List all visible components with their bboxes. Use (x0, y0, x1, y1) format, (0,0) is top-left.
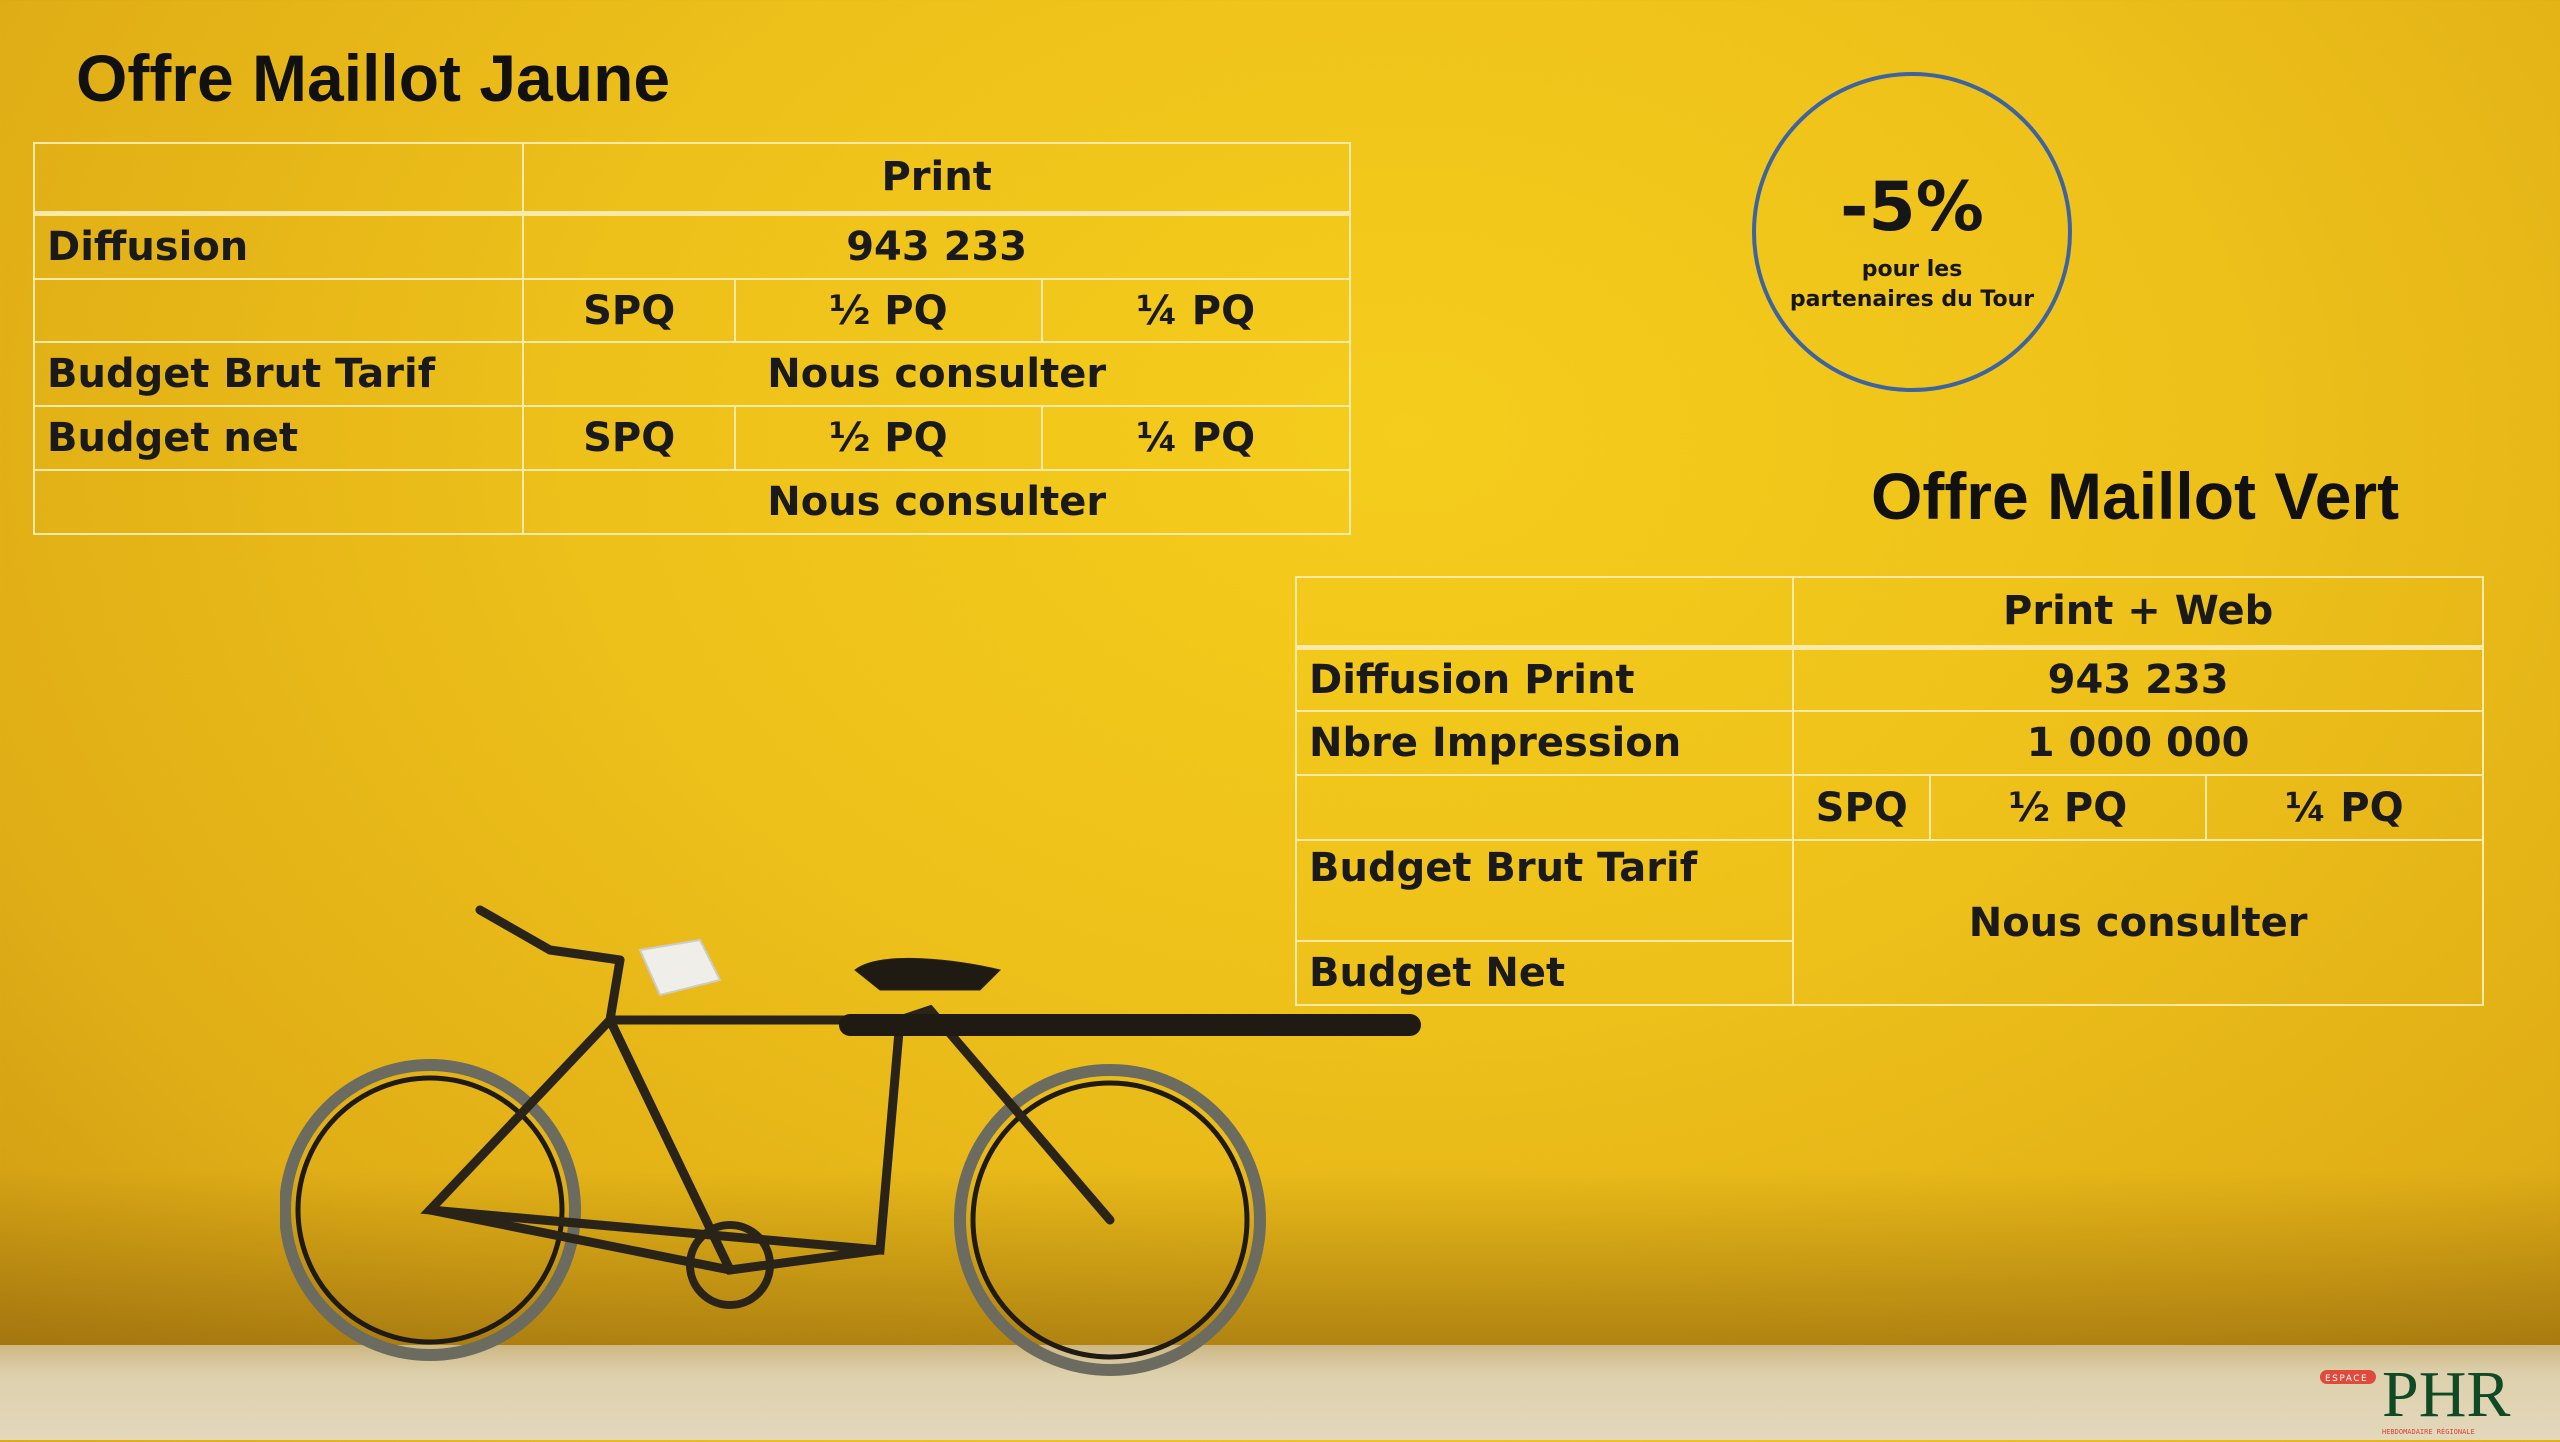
row-label: Budget Net (1294, 940, 1795, 1006)
svg-text:PHR: PHR (2382, 1358, 2510, 1431)
format-quarter: ¼ PQ (1040, 405, 1352, 471)
format-quarter: ¼ PQ (2204, 774, 2485, 841)
front-wheel (954, 1064, 1266, 1376)
wall-shadow (0, 1170, 2560, 1350)
diffusion-value: 943 233 (1792, 646, 2484, 712)
row-label: Budget Brut Tarif (32, 341, 525, 407)
svg-text:HEBDOMADAIRE RÉGIONALE: HEBDOMADAIRE RÉGIONALE (2382, 1427, 2475, 1436)
header-print-web: Print + Web (1792, 576, 2484, 648)
format-half: ½ PQ (734, 278, 1043, 343)
row-label: Budget Brut Tarif (1294, 839, 1795, 942)
row-label: Diffusion (32, 212, 525, 280)
phr-logo: ESPACE PHR HEBDOMADAIRE RÉGIONALE (2320, 1348, 2530, 1438)
discount-badge: -5% pour les partenaires du Tour (1752, 72, 2072, 392)
format-spq: SPQ (1792, 774, 1932, 841)
rear-wheel (280, 1059, 581, 1361)
format-quarter: ¼ PQ (1040, 278, 1352, 343)
format-spq: SPQ (522, 405, 737, 471)
row-label: Nbre Impression (1294, 710, 1795, 776)
discount-line1: pour les (1861, 257, 1963, 282)
row-label: Diffusion Print (1294, 646, 1795, 712)
brut-value: Nous consulter (522, 341, 1351, 407)
impression-value: 1 000 000 (1792, 710, 2484, 776)
format-half: ½ PQ (1929, 774, 2207, 841)
diffusion-value: 943 233 (522, 212, 1351, 280)
bicycle-image (280, 905, 1421, 1376)
header-print: Print (522, 142, 1351, 214)
net-value: Nous consulter (522, 469, 1351, 535)
row-label: Budget net (32, 405, 525, 471)
svg-text:ESPACE: ESPACE (2325, 1374, 2368, 1384)
vert-table: Print + Web Diffusion Print 943 233 Nbre … (1294, 576, 2485, 1006)
vert-title: Offre Maillot Vert (1871, 459, 2400, 533)
jaune-title: Offre Maillot Jaune (76, 41, 671, 115)
jaune-table: Print Diffusion 943 233 SPQ ½ PQ ¼ PQ Budge… (32, 142, 1352, 535)
format-spq: SPQ (522, 278, 737, 343)
discount-line2: partenaires du Tour (1789, 287, 2035, 312)
budget-value: Nous consulter (1792, 839, 2484, 1006)
discount-value: -5% (1840, 168, 1984, 247)
format-half: ½ PQ (734, 405, 1043, 471)
